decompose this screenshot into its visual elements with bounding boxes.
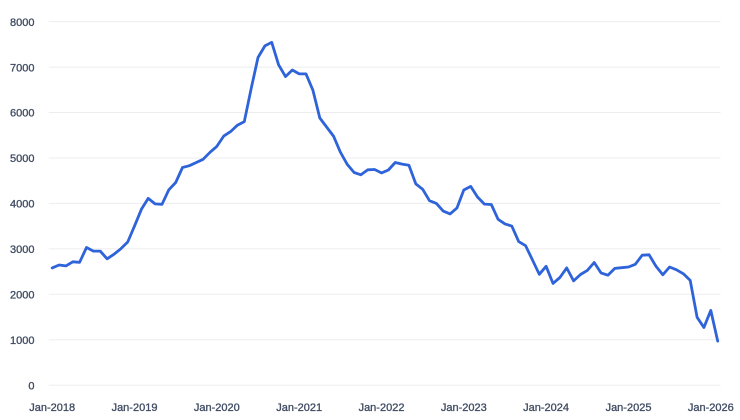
svg-text:Jan-2025: Jan-2025	[606, 402, 652, 414]
svg-text:5000: 5000	[10, 153, 34, 165]
svg-text:Jan-2024: Jan-2024	[523, 402, 569, 414]
svg-text:Jan-2021: Jan-2021	[276, 402, 322, 414]
svg-text:8000: 8000	[10, 17, 34, 29]
svg-text:2000: 2000	[10, 290, 34, 302]
svg-text:0: 0	[28, 380, 34, 392]
svg-text:6000: 6000	[10, 108, 34, 120]
svg-text:Jan-2023: Jan-2023	[441, 402, 487, 414]
svg-text:Jan-2019: Jan-2019	[112, 402, 158, 414]
svg-text:1000: 1000	[10, 335, 34, 347]
svg-text:Jan-2018: Jan-2018	[29, 402, 75, 414]
svg-text:Jan-2022: Jan-2022	[359, 402, 405, 414]
svg-text:3000: 3000	[10, 244, 34, 256]
svg-text:4000: 4000	[10, 199, 34, 211]
svg-text:Jan-2020: Jan-2020	[194, 402, 240, 414]
svg-text:7000: 7000	[10, 62, 34, 74]
svg-text:Jan-2026: Jan-2026	[688, 402, 734, 414]
